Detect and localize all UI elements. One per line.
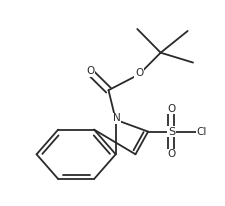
Text: O: O xyxy=(134,68,143,78)
Text: Cl: Cl xyxy=(196,127,206,137)
Text: O: O xyxy=(166,149,175,159)
Text: O: O xyxy=(86,66,94,76)
Text: S: S xyxy=(167,127,174,137)
Text: N: N xyxy=(112,113,120,123)
Text: O: O xyxy=(166,104,175,114)
